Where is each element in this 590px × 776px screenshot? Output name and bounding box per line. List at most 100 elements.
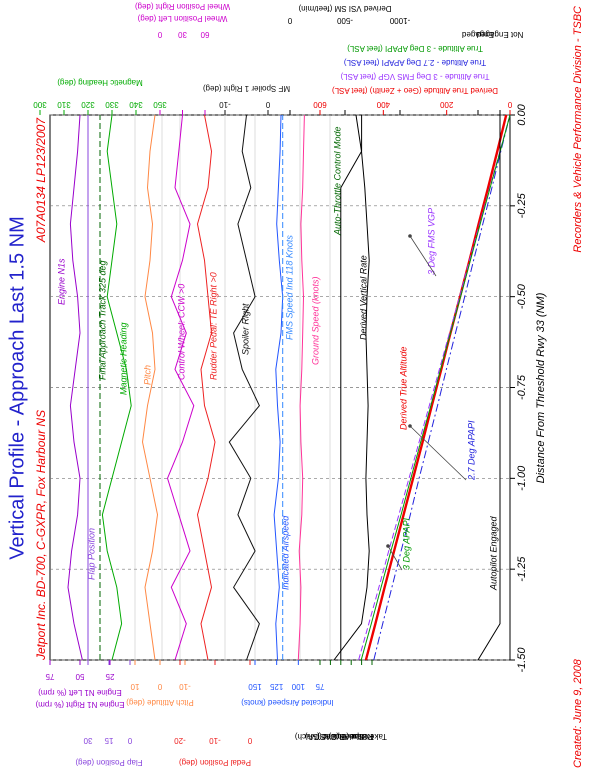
- pointer-head: [408, 234, 412, 238]
- series-line: [333, 114, 370, 661]
- y-tick-label: Engaged: [462, 30, 494, 39]
- chart-subtitle: Jetport Inc. BD-700, C-GXPR, Fox Harbour…: [34, 410, 48, 661]
- y-tick-label: o Around (GA): [304, 732, 355, 741]
- y-tick-label: 60: [200, 30, 209, 39]
- y-tick-label: 50: [75, 672, 84, 681]
- series-label: 3 Deg APAPI: [401, 517, 411, 570]
- series-line: [477, 115, 501, 661]
- y-tick-label: -500: [336, 16, 353, 25]
- footer-division: Recorders & Vehicle Performance Division…: [572, 6, 584, 253]
- axis-label: True Altitude - 3 Deg FMS VGP (feet ASL): [340, 72, 489, 81]
- axis-label: True Altitude - 2.7 Deg APAPI (feet ASL): [344, 58, 487, 67]
- x-tick-label: 0.00: [516, 103, 528, 125]
- y-tick-label: -20: [174, 736, 186, 745]
- y-tick-label: 0: [287, 16, 292, 25]
- pointer-arrow: [409, 425, 467, 481]
- y-tick-label: 350: [153, 100, 167, 109]
- series-label: 3 Deg FMS VGP: [426, 208, 436, 275]
- y-tick-label: Not Engaged: [477, 30, 524, 39]
- y-tick-label: 75: [45, 672, 54, 681]
- axis-label: Indicated Airspeed (knots): [241, 698, 334, 707]
- y-tick-label: 0: [157, 682, 162, 691]
- axis-label: Wheel Position Left (deg): [137, 14, 227, 23]
- series-line: [373, 114, 511, 661]
- y-tick-label: 400: [376, 100, 390, 109]
- pointer-head: [408, 424, 412, 428]
- report-id: A07A0134 LP123/2007: [34, 117, 48, 243]
- y-tick-label: 320: [81, 100, 95, 109]
- axis-label: Derived VSI SM (feet/min): [298, 4, 391, 13]
- series-label: Derived Vertical Rate: [358, 255, 368, 340]
- series-label: 2.7 Deg APAPI: [466, 420, 476, 481]
- y-tick-label: 75: [315, 682, 324, 691]
- y-tick-label: Take Off: [356, 732, 386, 741]
- axis-label: Pedal Position (deg): [179, 758, 251, 767]
- axis-label: MF Spoiler 1 Right (deg): [203, 84, 290, 93]
- x-tick-label: -0.25: [516, 192, 528, 218]
- chart-body: Vertical Profile - Approach Last 1.5 NM …: [6, 2, 584, 768]
- axis-label: Flap Position (deg): [75, 758, 142, 767]
- series-line: [101, 114, 132, 661]
- y-tick-label: -10: [209, 736, 221, 745]
- y-tick-label: Speed (CAS): [317, 732, 364, 741]
- series-line: [141, 114, 159, 661]
- y-tick-label: 100: [291, 682, 305, 691]
- series-label: Autopilot Engaged: [488, 515, 498, 591]
- y-tick-label: 0: [265, 100, 270, 109]
- y-tick-label: -10: [179, 682, 191, 691]
- y-tick-label: 300: [33, 100, 47, 109]
- y-tick-label: 150: [248, 682, 262, 691]
- axis-label: Wheel Position Right (deg): [135, 2, 230, 11]
- axis-label: Engine N1 Left (% rpm): [38, 688, 122, 697]
- series-line: [196, 114, 216, 661]
- x-tick-label: -1.00: [516, 465, 528, 491]
- axis-label: Magnetic Heading (deg): [57, 78, 143, 87]
- series-line: [340, 115, 363, 660]
- x-tick-label: -0.75: [516, 374, 528, 400]
- series-label: Magnetic Heading: [118, 322, 128, 395]
- axis-label: Pitch Attitude (deg): [126, 698, 194, 707]
- series-line: [228, 114, 260, 661]
- y-tick-label: Retard: [350, 732, 374, 741]
- y-tick-label: 0: [507, 100, 512, 109]
- series-label: Auto-Throttle Control Mode: [332, 126, 342, 236]
- series-label: Spoiler Right: [240, 303, 250, 355]
- y-tick-label: 0: [247, 736, 252, 745]
- y-tick-label: 25: [105, 672, 114, 681]
- y-tick-label: Speed (Mach): [295, 732, 346, 741]
- x-tick-label: -1.25: [516, 556, 528, 582]
- y-tick-label: 10: [130, 682, 139, 691]
- pointer-arrow: [387, 545, 403, 571]
- y-tick-label: 125: [269, 682, 283, 691]
- series-label: Ground Speed (knots): [310, 276, 320, 365]
- axis-label: Engine N1 Right (% rpm): [35, 700, 124, 709]
- series-label: Indicated Airspeed: [280, 515, 290, 590]
- y-tick-label: 340: [129, 100, 143, 109]
- series-line: [360, 114, 511, 661]
- series-label: Final Approach Track 325 deg: [97, 260, 107, 380]
- axis-label: True Altitude - 3 Deg APAPI (feet ASL): [347, 44, 483, 53]
- series-line: [297, 114, 305, 661]
- footer-created: Created: June 9, 2008: [572, 658, 584, 768]
- chart-title: Vertical Profile - Approach Last 1.5 NM: [6, 216, 28, 560]
- y-tick-label: 600: [313, 100, 327, 109]
- series-label: Pitch: [142, 365, 152, 385]
- y-tick-label: 330: [105, 100, 119, 109]
- y-tick-label: Thrust (FLC): [328, 732, 374, 741]
- pointer-head: [386, 544, 390, 548]
- y-tick-label: 200: [439, 100, 453, 109]
- series-line: [273, 114, 284, 661]
- y-tick-label: 0: [157, 30, 162, 39]
- series-label: Control Wheel: CCW >0: [176, 284, 186, 380]
- series-label: Rudder Pedal: TE Right >0: [208, 272, 218, 380]
- axis-label: Derived True Altitude (Geo + Zenith) (fe…: [332, 86, 498, 95]
- y-tick-label: 30: [83, 736, 92, 745]
- series-line: [67, 114, 83, 661]
- y-tick-label: 310: [57, 100, 71, 109]
- y-tick-label: 15: [104, 736, 113, 745]
- y-tick-label: 30: [178, 30, 187, 39]
- series-label: Engine N1s: [56, 258, 66, 305]
